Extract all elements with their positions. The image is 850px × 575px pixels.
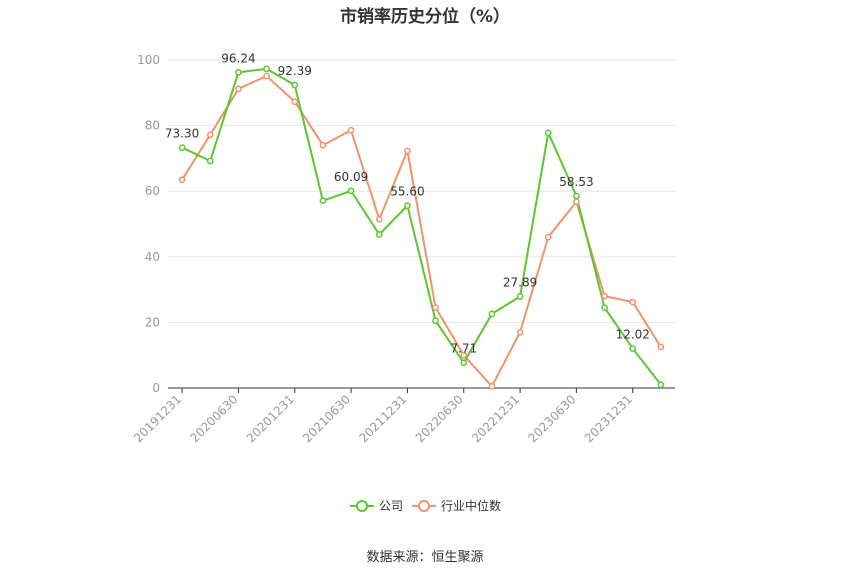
x-axis: 20191231 20200630 20201231 20210630 20211231… [131,387,675,445]
data-point [573,192,580,200]
data-point [460,351,468,359]
data-point [544,129,552,137]
legend: 公司 行业中位数 [350,498,501,513]
y-tick-label: 20 [145,315,160,329]
data-point [460,359,468,367]
data-label: 92.39 [278,64,312,78]
data-label: 58.53 [559,175,593,189]
data-label: 27.89 [503,276,537,290]
data-point [178,144,186,151]
data-point [516,293,524,300]
data-label: 60.09 [334,170,368,184]
data-point [178,176,186,184]
data-point [432,317,439,325]
data-label: 55.60 [390,185,424,199]
data-label: 96.24 [221,51,255,65]
data-point [347,187,355,195]
x-tick-label: 20221231 [469,392,522,445]
data-point [516,328,524,336]
x-tick-label: 20191231 [131,392,184,445]
x-tick-label: 20210630 [300,392,353,445]
y-tick-label: 0 [152,381,160,395]
legend-marker [418,500,430,512]
y-axis: 0 20 40 60 80 100 [137,53,160,395]
chart-title: 市销率历史分位（%） [339,7,511,27]
x-tick-label: 20220630 [413,392,466,445]
data-point [601,292,608,300]
data-point [404,202,411,209]
data-point [375,231,383,238]
data-point [544,233,552,241]
data-labels: 73.30 96.24 92.39 60.09 55.60 7.71 27.89 58.53 1… [165,51,650,355]
data-point [206,157,214,165]
y-tick-label: 100 [137,53,160,67]
data-point [235,85,242,93]
x-tick-label: 20200630 [187,392,240,445]
data-point [657,381,665,389]
y-tick-label: 80 [145,119,160,133]
data-label: 12.02 [616,328,650,342]
data-point [629,298,637,306]
data-point [319,141,327,149]
data-point [291,98,299,106]
data-point [657,343,665,351]
data-point [263,65,270,73]
data-point [319,197,327,205]
data-point [404,147,411,155]
x-tick-label: 20211231 [356,392,409,445]
data-point [347,126,355,134]
legend-label: 行业中位数 [441,498,501,513]
series-line [181,75,662,388]
grid-lines [168,59,675,323]
x-tick-label: 20230630 [525,392,578,445]
data-point [488,310,496,318]
source-note: 数据来源：恒生聚源 [366,550,484,565]
x-tick-label: 20201231 [244,392,297,445]
y-tick-label: 40 [145,250,160,264]
series-line [181,67,662,386]
legend-marker [356,500,368,512]
data-point [573,198,580,206]
x-tick-label: 20231231 [582,392,635,445]
data-point [488,383,496,390]
series-lines [181,67,662,388]
data-label: 73.30 [165,127,199,141]
data-point [206,131,214,139]
y-tick-label: 60 [145,184,160,198]
data-point [263,72,270,80]
data-label: 7.71 [450,342,477,356]
data-point [235,68,242,76]
series-points [178,65,665,390]
data-point [432,304,439,311]
data-point [375,216,383,223]
data-point [291,81,299,89]
data-point [629,345,637,352]
data-point [601,304,608,311]
legend-label: 公司 [379,499,403,513]
